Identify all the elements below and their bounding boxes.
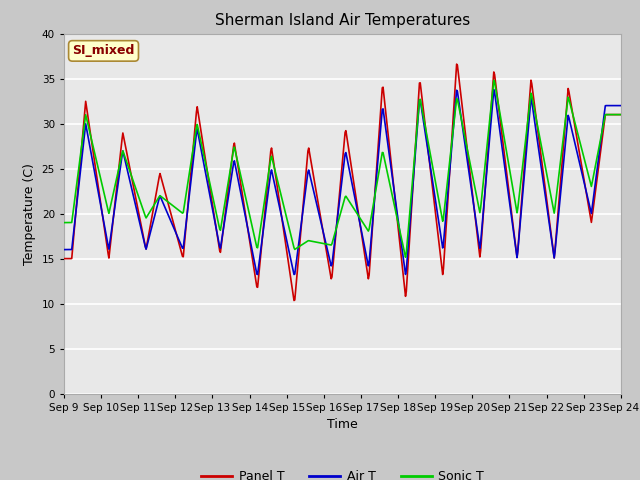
Panel T [411,154,419,159]
Panel T [290,298,298,303]
Air T [60,247,68,252]
Panel T [452,61,460,67]
Panel T [184,203,192,209]
Panel T [617,112,625,118]
Panel T [127,173,135,179]
Air T [214,232,221,238]
Sonic T [60,220,68,226]
Line: Air T: Air T [64,90,621,275]
Air T [428,168,435,174]
Air T [254,272,262,277]
Sonic T [214,216,221,221]
Sonic T [617,112,625,118]
Sonic T [402,254,410,260]
Air T [490,87,498,93]
Panel T [70,229,78,235]
Legend: Panel T, Air T, Sonic T: Panel T, Air T, Sonic T [196,465,489,480]
Sonic T [184,180,192,185]
Sonic T [411,151,419,157]
Air T [127,184,135,190]
Line: Sonic T: Sonic T [64,80,621,257]
Sonic T [127,173,135,179]
Line: Panel T: Panel T [64,64,621,300]
X-axis label: Time: Time [327,418,358,431]
Air T [411,157,419,163]
Panel T [214,233,221,239]
Air T [617,103,625,108]
Sonic T [490,77,498,83]
Sonic T [428,156,435,161]
Text: SI_mixed: SI_mixed [72,44,135,58]
Title: Sherman Island Air Temperatures: Sherman Island Air Temperatures [215,13,470,28]
Air T [184,204,192,210]
Air T [70,226,78,231]
Panel T [428,172,435,178]
Sonic T [70,202,78,207]
Panel T [60,256,68,262]
Y-axis label: Temperature (C): Temperature (C) [23,163,36,264]
